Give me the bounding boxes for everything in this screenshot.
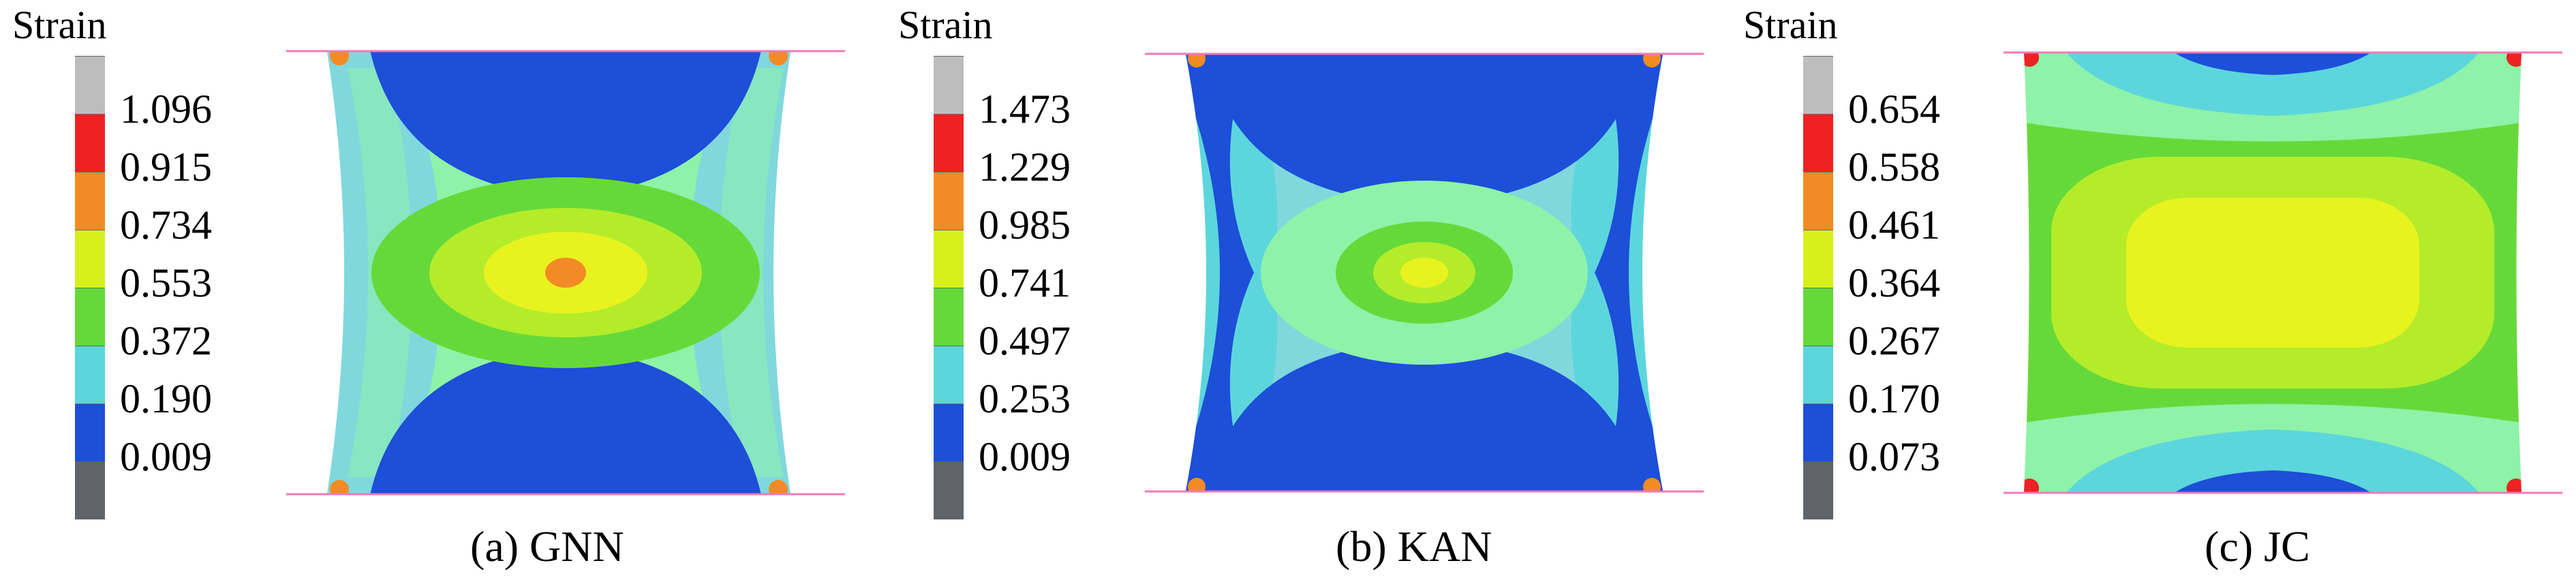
colorbar-tick: 0.654 <box>1848 87 1940 132</box>
strain-contour-plot <box>2004 41 2562 504</box>
colorbar-swatch <box>1803 56 1833 114</box>
colorbar-swatch <box>75 346 105 404</box>
panel-caption: (c) JC <box>2205 522 2310 571</box>
colorbar <box>1803 56 1833 519</box>
colorbar-swatch <box>934 404 964 461</box>
strain-contour-plot <box>1145 41 1704 504</box>
colorbar-tick: 0.741 <box>979 260 1071 305</box>
colorbar-tick: 0.372 <box>120 318 212 363</box>
colorbar-swatch <box>75 404 105 461</box>
colorbar-swatch <box>1803 461 1833 519</box>
colorbar-swatch <box>934 288 964 346</box>
colorbar-tick: 0.558 <box>1848 145 1940 190</box>
colorbar-tick: 0.009 <box>979 434 1071 479</box>
colorbar-swatch <box>934 172 964 230</box>
colorbar-swatch <box>934 346 964 404</box>
colorbar-tick: 0.553 <box>120 260 212 305</box>
colorbar-title: Strain <box>12 3 107 47</box>
colorbar-swatch <box>1803 172 1833 230</box>
colorbar-tick: 0.364 <box>1848 260 1940 305</box>
colorbar-tick: 0.073 <box>1848 434 1940 479</box>
colorbar-swatch <box>934 114 964 172</box>
colorbar-title: Strain <box>898 3 993 47</box>
panel-jc: Strain 0.654 0.558 0.461 0.364 0.267 0.1… <box>1717 0 2576 576</box>
colorbar-tick: 0.267 <box>1848 318 1940 363</box>
colorbar-tick: 0.009 <box>120 434 212 479</box>
strain-contour-plot <box>286 41 845 504</box>
colorbar-swatch <box>75 288 105 346</box>
colorbar-swatch <box>1803 404 1833 461</box>
colorbar-swatch <box>75 230 105 288</box>
colorbar-swatch <box>75 114 105 172</box>
colorbar-tick: 0.461 <box>1848 202 1940 247</box>
colorbar-swatch <box>1803 346 1833 404</box>
colorbar <box>75 56 105 519</box>
colorbar-title: Strain <box>1743 3 1838 47</box>
colorbar-swatch <box>934 56 964 114</box>
colorbar-tick: 0.985 <box>979 202 1071 247</box>
colorbar-tick: 1.473 <box>979 87 1071 132</box>
colorbar-swatch <box>75 461 105 519</box>
colorbar-tick: 1.229 <box>979 145 1071 190</box>
colorbar-swatch <box>1803 230 1833 288</box>
colorbar-tick: 0.190 <box>120 376 212 421</box>
colorbar-tick: 0.170 <box>1848 376 1940 421</box>
colorbar <box>934 56 964 519</box>
colorbar-tick: 1.096 <box>120 87 212 132</box>
colorbar-tick: 0.253 <box>979 376 1071 421</box>
colorbar-swatch <box>75 172 105 230</box>
colorbar-swatch <box>75 56 105 114</box>
colorbar-swatch <box>1803 288 1833 346</box>
panel-caption: (a) GNN <box>470 522 624 571</box>
colorbar-swatch <box>1803 114 1833 172</box>
colorbar-tick: 0.497 <box>979 318 1071 363</box>
panel-caption: (b) KAN <box>1336 522 1492 571</box>
panel-kan: Strain 1.473 1.229 0.985 0.741 0.497 0.2… <box>859 0 1717 576</box>
colorbar-swatch <box>934 230 964 288</box>
colorbar-swatch <box>934 461 964 519</box>
panel-gnn: Strain 1.096 0.915 0.734 0.553 0.372 0.1… <box>0 0 859 576</box>
colorbar-tick: 0.915 <box>120 145 212 190</box>
colorbar-tick: 0.734 <box>120 202 212 247</box>
